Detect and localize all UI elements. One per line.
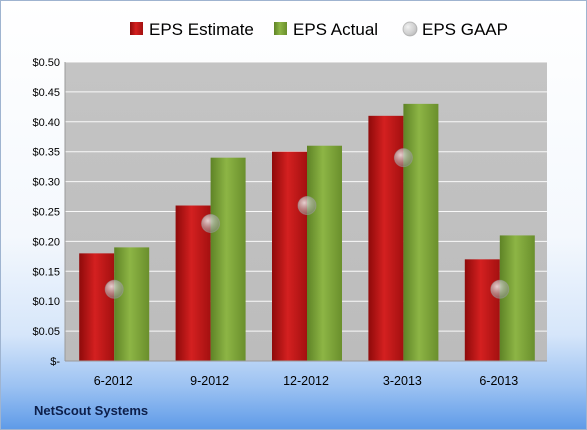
x-tick-label: 9-2012 <box>190 374 229 388</box>
legend: EPS Estimate EPS Actual EPS GAAP <box>130 20 508 39</box>
y-tick-label: $0.20 <box>32 236 60 248</box>
marker-eps-gaap <box>490 279 510 299</box>
y-tick-label: $0.15 <box>32 266 60 278</box>
marker-eps-gaap <box>297 196 317 216</box>
bar-eps-actual <box>403 103 439 362</box>
y-tick-label: $0.50 <box>32 57 60 69</box>
y-tick-label: $0.25 <box>32 207 60 219</box>
bar-eps-estimate <box>175 205 211 361</box>
bar-eps-actual <box>210 157 246 361</box>
x-tick-label: 6-2013 <box>479 374 518 388</box>
marker-eps-gaap <box>393 148 413 168</box>
company-name: NetScout Systems <box>34 403 149 418</box>
y-tick-label: $0.30 <box>32 177 60 189</box>
y-tick-label: $0.40 <box>32 117 60 129</box>
y-tick-label: $0.45 <box>32 87 60 99</box>
marker-eps-gaap <box>104 279 124 299</box>
legend-label: EPS Estimate <box>149 20 254 39</box>
bar-eps-actual <box>499 235 535 361</box>
y-tick-label: $0.05 <box>32 326 60 338</box>
bar-eps-estimate <box>79 253 115 361</box>
x-tick-label: 3-2013 <box>383 374 422 388</box>
bars <box>79 103 535 362</box>
bar-eps-estimate <box>272 151 307 361</box>
x-tick-label: 6-2012 <box>94 374 133 388</box>
legend-swatch <box>274 22 287 35</box>
y-tick-label: $0.35 <box>32 147 60 159</box>
legend-label: EPS GAAP <box>422 20 508 39</box>
legend-label: EPS Actual <box>293 20 378 39</box>
x-tick-label: 12-2012 <box>283 374 329 388</box>
bar-eps-actual <box>307 145 342 361</box>
bar-eps-estimate <box>464 259 500 361</box>
legend-swatch <box>402 21 418 37</box>
gaap-markers <box>104 148 510 299</box>
legend-swatch <box>130 22 143 35</box>
marker-eps-gaap <box>201 213 221 233</box>
y-axis: $- $0.05 $0.10 $0.15 $0.20 $0.25 $0.30 $0.35 $0.… <box>32 57 66 368</box>
y-tick-label: $0.10 <box>32 296 60 308</box>
x-axis: 6-2012 9-2012 12-2012 3-2013 6-2013 <box>65 360 547 388</box>
bar-eps-actual <box>114 247 150 361</box>
y-tick-label: $- <box>50 356 60 368</box>
